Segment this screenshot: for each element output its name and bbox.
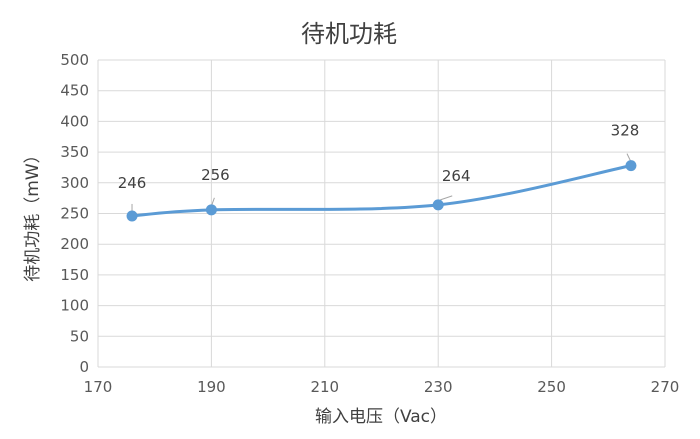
- y-tick-label: 400: [60, 112, 89, 130]
- series-group: 246 256 264 328: [118, 122, 640, 222]
- y-tick-label: 350: [60, 143, 89, 161]
- y-tick-label: 450: [60, 82, 89, 100]
- y-axis-ticks: 0 50 100 150 200 250 300 350 400 450 500: [60, 51, 89, 376]
- x-axis-title: 输入电压（Vac）: [315, 407, 447, 427]
- data-label-leader: [626, 153, 631, 161]
- x-tick-label: 230: [424, 378, 453, 396]
- data-label: 246: [118, 174, 147, 192]
- y-tick-label: 150: [60, 266, 89, 284]
- data-point: [432, 199, 444, 211]
- grid: [97, 59, 666, 368]
- y-axis-title: 待机功耗（mW）: [23, 146, 43, 281]
- x-tick-label: 250: [537, 378, 566, 396]
- x-tick-label: 270: [651, 378, 680, 396]
- x-tick-label: 170: [84, 378, 113, 396]
- y-tick-label: 300: [60, 174, 89, 192]
- y-tick-label: 0: [79, 358, 89, 376]
- y-tick-label: 250: [60, 205, 89, 223]
- data-label-leader: [211, 197, 215, 205]
- y-tick-label: 100: [60, 297, 89, 315]
- data-point: [625, 160, 637, 172]
- x-tick-label: 190: [197, 378, 226, 396]
- x-tick-label: 210: [310, 378, 339, 396]
- x-axis-ticks: 170 190 210 230 250 270: [84, 378, 680, 396]
- data-point: [126, 210, 138, 222]
- y-tick-label: 200: [60, 235, 89, 253]
- series-line: [130, 164, 633, 218]
- data-label: 264: [442, 167, 471, 185]
- data-label-leader: [440, 195, 453, 201]
- data-point: [205, 204, 217, 216]
- y-tick-label: 500: [60, 51, 89, 69]
- chart-title: 待机功耗: [301, 20, 397, 48]
- y-tick-label: 50: [70, 327, 89, 345]
- data-label: 328: [611, 122, 640, 140]
- data-label: 256: [201, 166, 230, 184]
